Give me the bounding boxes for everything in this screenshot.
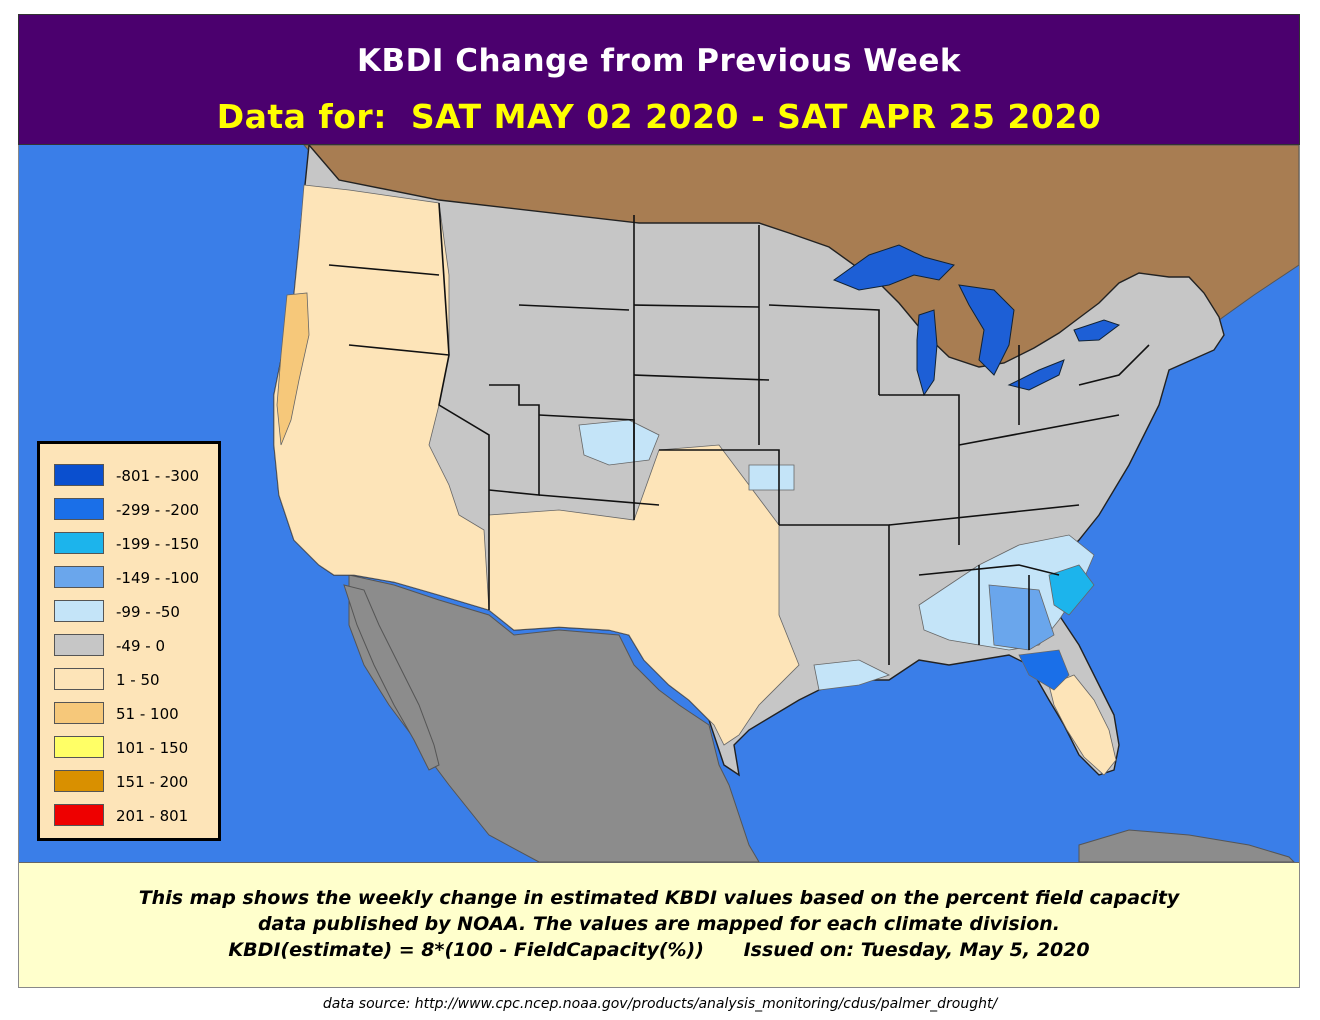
legend-label: -801 - -300 bbox=[116, 467, 200, 485]
legend-label: 201 - 801 bbox=[116, 807, 189, 825]
legend-swatch bbox=[54, 634, 104, 656]
footer-line-2: data published by NOAA. The values are m… bbox=[257, 913, 1061, 935]
legend-label: -199 - -150 bbox=[116, 535, 200, 553]
florida-tan-zone bbox=[1048, 674, 1117, 776]
legend-swatch bbox=[54, 702, 104, 724]
state-borders bbox=[328, 202, 1150, 665]
legend-item: -801 - -300 bbox=[54, 464, 218, 490]
map-header: KBDI Change from Previous Week Data for:… bbox=[18, 14, 1300, 145]
louisiana-blue-zone bbox=[813, 659, 891, 691]
lake-huron bbox=[958, 284, 1015, 376]
legend-swatch bbox=[54, 668, 104, 690]
legend-label: 51 - 100 bbox=[116, 705, 179, 723]
legend-item: 201 - 801 bbox=[54, 804, 218, 830]
legend-item: -149 - -100 bbox=[54, 566, 218, 592]
legend-label: -149 - -100 bbox=[116, 569, 200, 587]
footer-line-1: This map shows the weekly change in esti… bbox=[138, 887, 1180, 909]
legend-item: -199 - -150 bbox=[54, 532, 218, 558]
lake-ontario bbox=[1073, 319, 1121, 342]
legend-swatch bbox=[54, 566, 104, 588]
legend-item: 51 - 100 bbox=[54, 702, 218, 728]
data-source: data source: http://www.cpc.ncep.noaa.go… bbox=[322, 996, 998, 1012]
legend-item: 101 - 150 bbox=[54, 736, 218, 762]
cuba-region bbox=[1078, 829, 1295, 862]
baja-region bbox=[343, 584, 440, 771]
map-footer: This map shows the weekly change in esti… bbox=[19, 862, 1299, 987]
date-range: Data for: SAT MAY 02 2020 - SAT APR 25 2… bbox=[216, 97, 1102, 136]
north-florida-blue-zone bbox=[1018, 649, 1070, 691]
map-svg bbox=[273, 145, 1299, 862]
legend-label: 101 - 150 bbox=[116, 739, 189, 757]
map-area bbox=[19, 145, 1299, 862]
legend-label: -299 - -200 bbox=[116, 501, 200, 519]
map-legend: -801 - -300 -299 - -200 -199 - -150 -149… bbox=[37, 441, 221, 841]
lake-superior bbox=[832, 244, 955, 291]
legend-swatch bbox=[54, 532, 104, 554]
carolina-cyan-zone bbox=[1048, 564, 1095, 616]
west-tan-zone bbox=[273, 184, 490, 611]
legend-swatch bbox=[54, 804, 104, 826]
legend-swatch bbox=[54, 600, 104, 622]
legend-item: -99 - -50 bbox=[54, 600, 218, 626]
legend-item: -49 - 0 bbox=[54, 634, 218, 660]
footer-line-3: KBDI(estimate) = 8*(100 - FieldCapacity(… bbox=[228, 939, 1090, 961]
southwest-tan-zone bbox=[488, 444, 800, 746]
legend-label: 1 - 50 bbox=[116, 671, 160, 689]
legend-label: -49 - 0 bbox=[116, 637, 165, 655]
legend-item: -299 - -200 bbox=[54, 498, 218, 524]
lake-erie bbox=[1007, 359, 1065, 391]
kansas-blue-zone bbox=[748, 464, 795, 491]
legend-item: 1 - 50 bbox=[54, 668, 218, 694]
legend-swatch bbox=[54, 464, 104, 486]
lake-michigan bbox=[916, 309, 938, 397]
map-title: KBDI Change from Previous Week bbox=[357, 43, 961, 79]
georgia-medium-blue-zone bbox=[988, 584, 1055, 651]
legend-swatch bbox=[54, 498, 104, 520]
legend-swatch bbox=[54, 770, 104, 792]
legend-label: -99 - -50 bbox=[116, 603, 180, 621]
legend-swatch bbox=[54, 736, 104, 758]
california-orange-zone bbox=[276, 292, 310, 446]
legend-label: 151 - 200 bbox=[116, 773, 189, 791]
legend-item: 151 - 200 bbox=[54, 770, 218, 796]
